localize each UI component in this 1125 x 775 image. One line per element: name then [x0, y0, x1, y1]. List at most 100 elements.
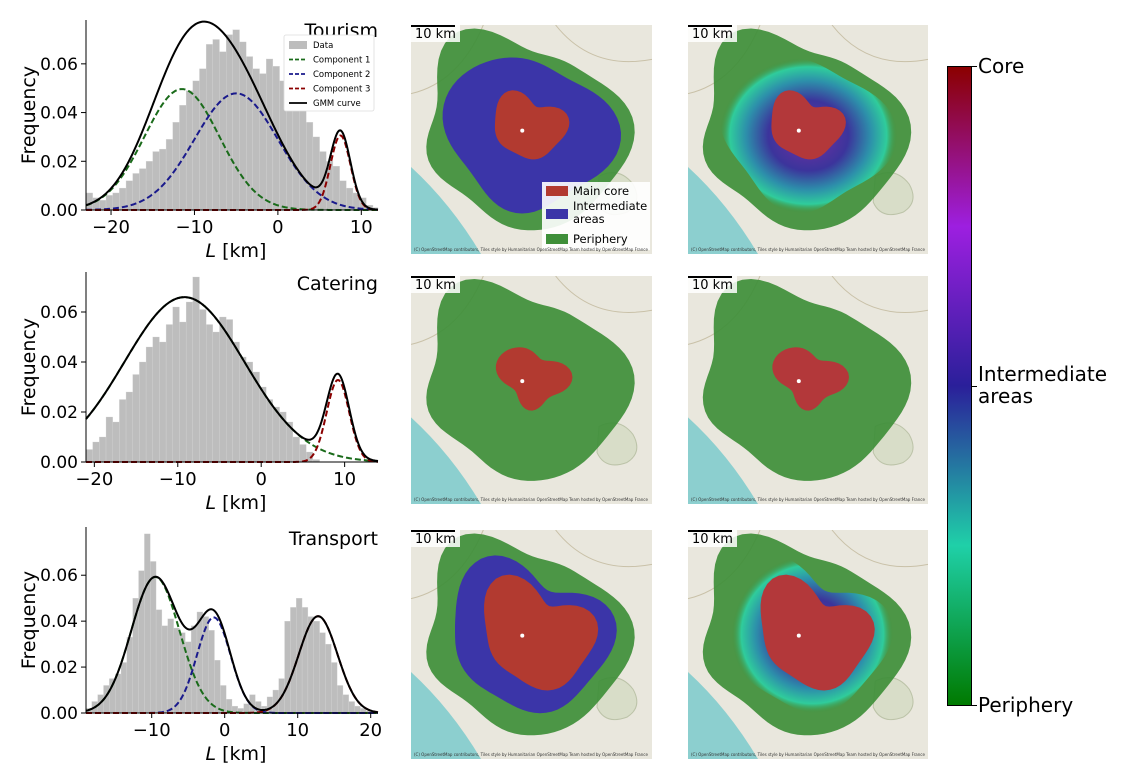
y-tick-label: 0.04 [40, 104, 78, 124]
histogram-bar [185, 301, 193, 463]
histogram-bar [226, 34, 233, 211]
histogram-bar [152, 151, 160, 211]
histogram-bar [259, 73, 267, 211]
histogram-bar [165, 139, 173, 211]
histogram-bar [139, 168, 147, 211]
histogram-bar [348, 701, 355, 714]
map-legend: Main core Intermediate areas Periphery [542, 182, 650, 250]
histogram-bar [212, 39, 220, 211]
legend-swatch-data [289, 41, 307, 49]
colorbar [947, 66, 972, 706]
core-region [772, 347, 849, 411]
map-transport-classes: 10 km (C) OpenStreetMap contributors, Ti… [411, 530, 652, 759]
y-tick-label: 0.06 [40, 55, 78, 75]
road [555, 276, 652, 313]
map-attribution: (C) OpenStreetMap contributors, Tiles st… [691, 752, 925, 757]
road [831, 25, 928, 63]
scale-label: 10 km [415, 27, 456, 42]
x-tick-label: −10 [133, 720, 171, 741]
histogram-bar [126, 637, 133, 714]
sea [411, 166, 481, 254]
legend-entry: Component 2 [313, 70, 370, 80]
map-tourism-continuous: 10 km (C) OpenStreetMap contributors, Ti… [688, 25, 928, 254]
y-tick-label: 0.02 [40, 152, 78, 172]
sea [688, 166, 758, 254]
legend-entry: Data [313, 41, 333, 51]
chart-title: Transport [288, 528, 378, 550]
x-axis-label: L [km] [206, 240, 267, 260]
map-catering-continuous: 10 km (C) OpenStreetMap contributors, Ti… [688, 276, 928, 504]
legend-label-intermediate: Intermediate areas [573, 199, 648, 226]
histogram-bar [266, 399, 274, 463]
core-region [484, 574, 599, 691]
y-tick-label: 0.04 [40, 353, 78, 373]
histogram-bar [214, 660, 221, 714]
histogram-bar [165, 324, 173, 463]
legend-swatch-intermediate [546, 209, 568, 219]
y-axis-label: Frequency [18, 318, 40, 416]
gmm-curve [85, 575, 379, 714]
histogram-bar [199, 68, 207, 211]
histogram-bar [99, 436, 107, 463]
core-region [495, 347, 573, 411]
histogram-bar [85, 449, 93, 463]
histogram-bar [92, 441, 100, 463]
colorbar-label-intermediate-line2: areas [978, 384, 1034, 408]
histogram-bar [144, 533, 151, 714]
core-region [771, 90, 846, 160]
x-tick-label: 10 [286, 720, 309, 741]
histogram-bar [325, 643, 332, 714]
scale-bar: 10 km [411, 530, 460, 547]
chart-catering: 0.00 0.02 0.04 0.06 −20 −10 0 10 Frequency L [km]… [18, 272, 379, 514]
histogram-bar [354, 705, 361, 714]
histogram-bar [159, 341, 167, 463]
scale-bar: 10 km [688, 276, 737, 293]
histogram-bar [161, 625, 168, 714]
y-tick-label: 0.00 [40, 704, 78, 724]
histogram-bar [219, 316, 227, 463]
histogram-bar [232, 29, 240, 211]
colorbar-label-core: Core [978, 54, 1025, 78]
legend-entry: Component 3 [313, 85, 370, 95]
histogram-bar [159, 148, 167, 211]
histogram-bar [239, 356, 247, 463]
sea [411, 671, 481, 759]
road [831, 276, 928, 313]
map-catering-classes: 10 km (C) OpenStreetMap contributors, Ti… [411, 276, 652, 504]
histogram-bar [119, 399, 127, 463]
y-tick-label: 0.00 [40, 453, 78, 473]
y-tick-label: 0.02 [40, 658, 78, 678]
y-tick-label: 0.04 [40, 612, 78, 632]
histogram-bar [246, 361, 254, 463]
histogram-bar [155, 609, 163, 714]
x-tick-label: 10 [333, 469, 356, 490]
histogram-bar [115, 673, 122, 714]
y-tick-label: 0.06 [40, 303, 78, 323]
city-center-marker [520, 128, 525, 133]
x-tick-label: −10 [175, 217, 213, 238]
chart-title: Catering [297, 273, 378, 295]
histogram-bar [307, 616, 314, 714]
scale-label: 10 km [415, 532, 456, 547]
histogram-bar [266, 58, 274, 211]
scale-bar: 10 km [688, 530, 737, 547]
histogram-bar [313, 620, 320, 714]
histogram-bar [139, 361, 147, 463]
histogram-bar [167, 618, 174, 714]
scale-bar: 10 km [688, 25, 737, 42]
chart-tourism: 0.00 0.02 0.04 0.06 −20 −10 0 10 Frequency L [km]… [18, 20, 379, 260]
histogram-bar [219, 51, 227, 211]
road [555, 25, 652, 63]
city-center-marker [796, 128, 801, 133]
sea [411, 417, 481, 504]
y-tick-label: 0.00 [40, 201, 78, 221]
core-region [760, 574, 875, 691]
histogram-bar [173, 627, 180, 714]
histogram-bar [331, 662, 338, 714]
y-axis-label: Frequency [18, 571, 40, 669]
colorbar-label-intermediate: Intermediate areas [978, 363, 1107, 407]
histogram-bar [145, 346, 153, 463]
colorbar-label-periphery: Periphery [978, 693, 1074, 717]
histogram-bar [284, 620, 291, 714]
histogram-bar [125, 391, 133, 463]
